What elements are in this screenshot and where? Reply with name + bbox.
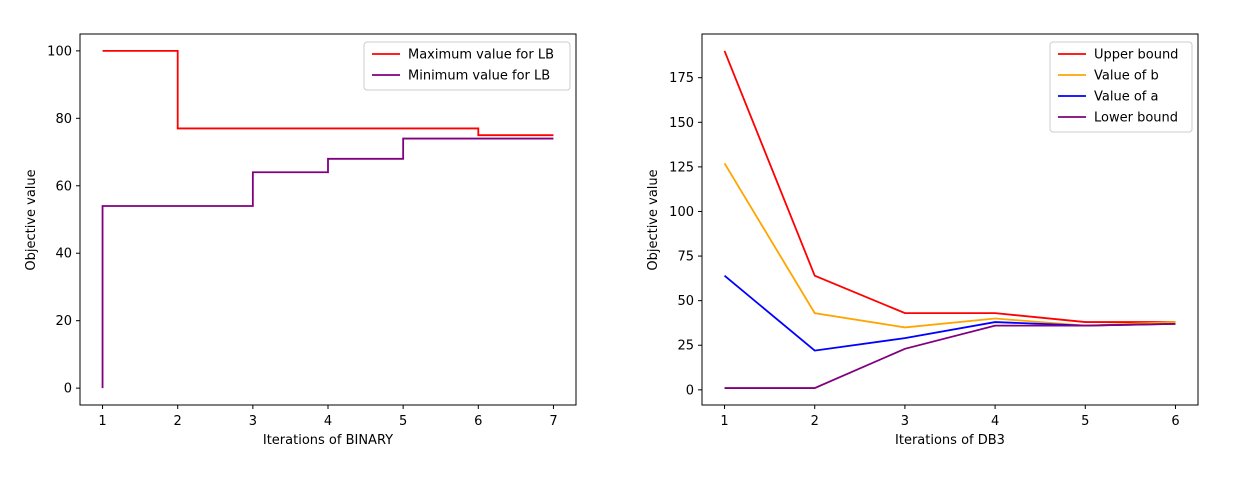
series-layer (723, 50, 1176, 389)
x-tick-label: 5 (399, 414, 407, 429)
x-tick-label: 5 (1081, 414, 1089, 429)
x-tick-label: 7 (549, 414, 557, 429)
legend: Upper bound Value of b Value of a Lower bou… (1049, 41, 1193, 133)
x-tick-label: 6 (1171, 414, 1179, 429)
x-axis-label: Iterations of DB3 (895, 433, 1005, 448)
chart-db3: 1 2 3 4 5 6 0 25 50 75 100 125 150 175 Iterations of … (646, 33, 1199, 448)
y-tick-label: 40 (55, 247, 72, 262)
legend-label: Value of a (1094, 90, 1158, 105)
x-tick-label: 2 (174, 414, 182, 429)
tick-layer: 1 2 3 4 5 6 0 25 50 75 100 125 150 175 (669, 71, 1179, 429)
plot-area (79, 33, 577, 406)
y-axis-label: Objective value (646, 169, 661, 270)
x-tick-label: 1 (98, 414, 106, 429)
y-tick-label: 80 (55, 112, 72, 127)
x-tick-label: 2 (811, 414, 819, 429)
y-tick-label: 150 (669, 116, 694, 131)
y-tick-label: 125 (669, 160, 694, 175)
series-line-lower-bound (724, 322, 1176, 389)
series-line-minimum-value-for-lb (101, 137, 554, 389)
y-tick-label: 175 (669, 71, 694, 86)
chart-binary: 1 2 3 4 5 6 7 0 20 40 60 80 100 Iterations of BINARY… (24, 33, 577, 448)
y-tick-label: 100 (47, 44, 72, 59)
legend: Maximum value for LB Minimum value for LB (363, 41, 571, 91)
y-tick-label: 25 (677, 339, 694, 354)
x-tick-label: 3 (249, 414, 257, 429)
x-tick-label: 4 (324, 414, 332, 429)
x-axis-label: Iterations of BINARY (263, 433, 393, 448)
legend-label: Lower bound (1094, 111, 1178, 126)
x-tick-label: 3 (901, 414, 909, 429)
series-line-upper-bound (723, 50, 1176, 323)
x-tick-label: 4 (991, 414, 999, 429)
y-tick-label: 0 (64, 382, 72, 397)
legend-frame (1049, 41, 1193, 133)
tick-layer: 1 2 3 4 5 6 7 0 20 40 60 80 100 (47, 44, 557, 429)
legend-frame (363, 41, 571, 91)
series-layer (101, 49, 554, 389)
legend-label: Upper bound (1094, 48, 1178, 63)
x-tick-label: 6 (474, 414, 482, 429)
y-tick-label: 50 (677, 294, 694, 309)
legend-label: Maximum value for LB (408, 48, 554, 63)
legend-label: Value of b (1094, 69, 1159, 84)
series-line-maximum-value-for-lb (102, 49, 554, 137)
x-tick-label: 1 (720, 414, 728, 429)
y-tick-label: 20 (55, 314, 72, 329)
legend-label: Minimum value for LB (408, 69, 550, 84)
y-tick-label: 0 (686, 383, 694, 398)
y-tick-label: 60 (55, 179, 72, 194)
y-tick-label: 100 (669, 205, 694, 220)
y-axis-label: Objective value (24, 169, 39, 270)
y-tick-label: 75 (677, 250, 694, 265)
